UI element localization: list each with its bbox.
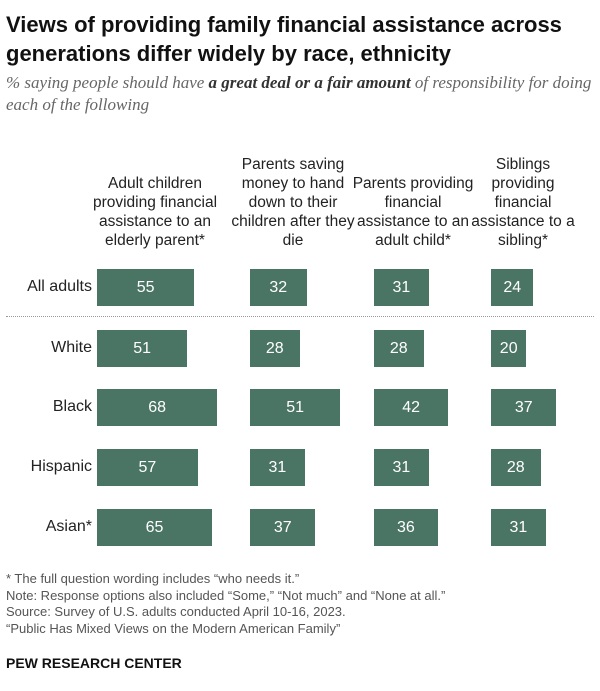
bar: 31	[374, 449, 429, 486]
bar: 37	[491, 389, 557, 426]
note-line: “Public Has Mixed Views on the Modern Am…	[6, 620, 341, 636]
data-label: 37	[273, 518, 292, 536]
row-label: Hispanic	[30, 458, 92, 475]
bar: 31	[374, 269, 429, 306]
subtitle-post: of responsibility for doing each of the …	[6, 73, 592, 114]
bar: 42	[374, 389, 449, 426]
data-label: 36	[396, 518, 415, 536]
bar: 57	[97, 449, 198, 486]
bar: 20	[491, 330, 527, 367]
divider	[6, 316, 594, 317]
bar: 28	[250, 330, 300, 367]
data-label: 42	[402, 398, 421, 416]
note-line: * The full question wording includes “wh…	[6, 571, 300, 586]
data-label: 65	[145, 518, 164, 536]
bar: 32	[250, 269, 307, 306]
data-label: 55	[136, 278, 155, 296]
data-label: 31	[392, 278, 411, 296]
data-label: 20	[499, 339, 518, 357]
bar: 68	[97, 389, 218, 426]
data-label: 28	[389, 339, 408, 357]
column-header: Parents providing financial assistance t…	[352, 175, 474, 249]
bar: 31	[491, 509, 546, 546]
bar: 51	[250, 389, 341, 426]
bar: 31	[250, 449, 305, 486]
row-label: Asian*	[45, 518, 92, 535]
brand-logo: PEW RESEARCH CENTER	[6, 655, 182, 671]
row-label: White	[51, 339, 92, 356]
data-label: 68	[148, 398, 167, 416]
data-label: 31	[268, 458, 287, 476]
notes: * The full question wording includes “wh…	[6, 571, 445, 637]
data-label: 57	[138, 458, 157, 476]
data-label: 28	[506, 458, 525, 476]
column-header: Siblings providing financial assistance …	[471, 156, 575, 249]
data-label: 51	[286, 398, 305, 416]
row-label: All adults	[27, 278, 92, 295]
subtitle-bold: a great deal or a fair amount	[208, 73, 411, 92]
bar: 24	[491, 269, 534, 306]
column-header: Parents saving money to hand down to the…	[231, 156, 355, 249]
bar: 51	[97, 330, 188, 367]
data-label: 31	[392, 458, 411, 476]
note-line: Note: Response options also included “So…	[6, 587, 446, 603]
bar: 28	[374, 330, 424, 367]
column-header: Adult children providing financial assis…	[92, 175, 218, 249]
bar: 65	[97, 509, 213, 546]
row-label: Black	[52, 398, 92, 415]
bar: 55	[97, 269, 195, 306]
chart-subtitle: % saying people should have a great deal…	[6, 72, 596, 116]
data-label: 51	[133, 339, 152, 357]
note-line: Source: Survey of U.S. adults conducted …	[6, 604, 346, 619]
data-label: 28	[265, 339, 284, 357]
subtitle-pre: % saying people should have	[6, 73, 209, 92]
data-label: 32	[269, 278, 288, 296]
bar: 36	[374, 509, 438, 546]
data-label: 37	[514, 398, 533, 416]
bar: 37	[250, 509, 316, 546]
chart-title: Views of providing family financial assi…	[6, 12, 562, 66]
data-label: 24	[503, 278, 522, 296]
bar: 28	[491, 449, 541, 486]
data-label: 31	[509, 518, 528, 536]
